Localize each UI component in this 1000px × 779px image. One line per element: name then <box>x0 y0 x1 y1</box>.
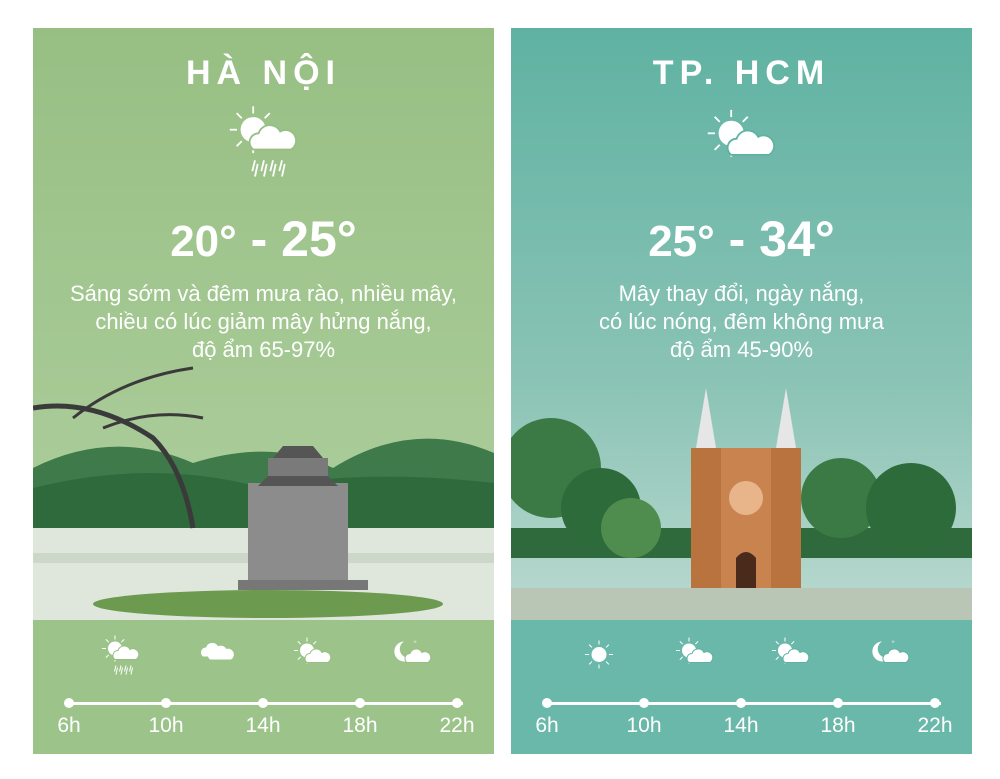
hoan-kiem-lake-illustration <box>33 366 494 620</box>
sun-cloud-icon <box>670 632 720 687</box>
svg-text:✧: ✧ <box>395 646 399 651</box>
moon-cloud-icon: ✧ ✧ <box>862 632 912 687</box>
timeline-dot <box>452 698 462 708</box>
sun-cloud-icon <box>697 100 787 195</box>
time-label: 14h <box>245 714 281 737</box>
timeline-dot <box>161 698 171 708</box>
time-label: 6h <box>57 714 81 737</box>
city-name: TP. HCM <box>652 54 831 92</box>
hanoi-panel: HÀ NỘI 20° - 25° Sáng sớm và đêm mưa rào… <box>33 28 494 754</box>
notre-dame-cathedral-illustration <box>511 388 972 620</box>
city-name: HÀ NỘI <box>186 54 341 92</box>
time-label: 14h <box>723 714 759 737</box>
timeline-dot <box>639 698 649 708</box>
time-label: 10h <box>626 714 662 737</box>
sun-cloud-icon <box>288 632 338 687</box>
time-label: 22h <box>439 714 475 737</box>
timeline-dot <box>542 698 552 708</box>
timeline-dot <box>833 698 843 708</box>
temperature-range: 20° - 25° <box>170 211 357 267</box>
hourly-forecast: ✧ ✧ 6h 10h 14h 18h 22h <box>33 620 494 754</box>
hcm-panel: TP. HCM 25° - 34° Mây thay đổi, ngày nắn… <box>511 28 972 754</box>
cloud-icon <box>192 632 242 687</box>
sun-icon <box>574 632 624 687</box>
forecast-description: Mây thay đổi, ngày nắng, có lúc nóng, đêm… <box>598 281 884 362</box>
hourly-forecast: ✧ ✧ 6h 10h 14h 18h 22h <box>511 620 972 754</box>
timeline-dot <box>736 698 746 708</box>
timeline-dot <box>930 698 940 708</box>
sun-cloud-rain-icon <box>219 100 309 195</box>
svg-text:✧: ✧ <box>873 646 877 651</box>
temperature-range: 25° - 34° <box>648 211 835 267</box>
sun-cloud-rain-icon <box>96 632 146 687</box>
moon-cloud-icon: ✧ ✧ <box>384 632 434 687</box>
time-label: 10h <box>148 714 184 737</box>
timeline-dot <box>64 698 74 708</box>
svg-text:✧: ✧ <box>413 640 417 646</box>
time-label: 18h <box>820 714 856 737</box>
svg-text:✧: ✧ <box>891 640 895 646</box>
forecast-description: Sáng sớm và đêm mưa rào, nhiều mây, chiều… <box>69 281 458 362</box>
timeline-dot <box>258 698 268 708</box>
timeline-dot <box>355 698 365 708</box>
time-label: 6h <box>535 714 559 737</box>
sun-cloud-icon <box>766 632 816 687</box>
time-label: 18h <box>342 714 378 737</box>
time-label: 22h <box>917 714 953 737</box>
